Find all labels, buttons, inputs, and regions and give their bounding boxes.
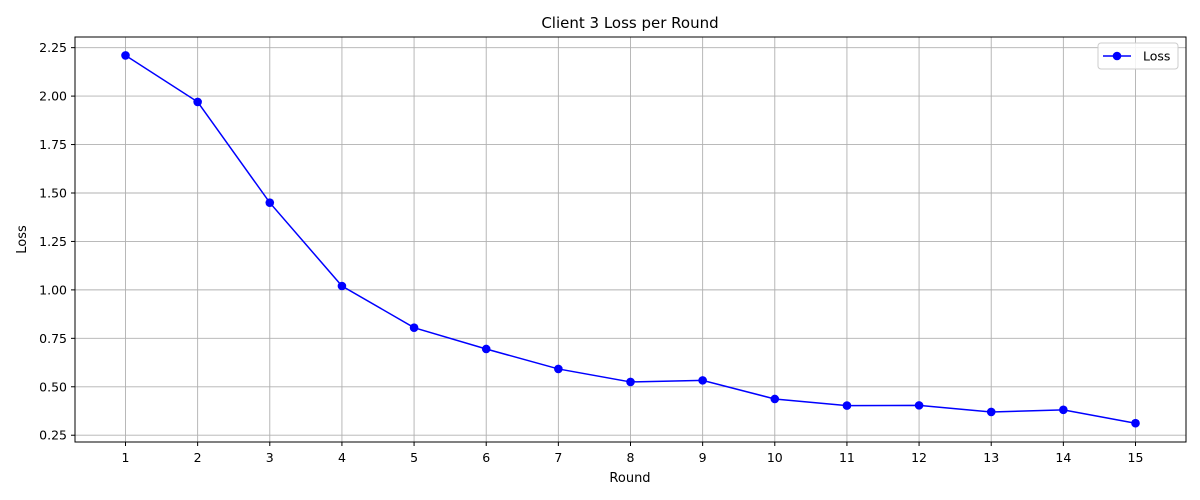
series-layer — [121, 51, 1140, 428]
x-axis-label: Round — [609, 471, 650, 486]
y-tick-label: 2.25 — [39, 40, 67, 55]
y-tick-label: 1.00 — [39, 282, 67, 297]
x-tick-label: 3 — [266, 450, 274, 465]
x-tick-label: 4 — [338, 450, 346, 465]
chart-title: Client 3 Loss per Round — [541, 14, 718, 32]
x-axis-ticks: 1 2 3 4 5 6 7 8 9 10 11 12 13 14 15 — [122, 442, 1144, 465]
data-point — [1059, 405, 1068, 415]
x-tick-label: 5 — [410, 450, 418, 465]
data-point — [770, 394, 780, 404]
x-tick-label: 6 — [482, 450, 490, 465]
y-axis-label: Loss — [15, 225, 30, 254]
y-tick-label: 0.25 — [39, 428, 67, 443]
data-point — [698, 376, 707, 385]
y-tick-label: 1.25 — [39, 234, 67, 249]
y-tick-label: 2.00 — [39, 89, 67, 104]
x-tick-label: 2 — [194, 450, 202, 465]
legend-box — [1097, 42, 1179, 70]
x-tick-label: 7 — [554, 450, 562, 465]
x-tick-label: 9 — [699, 450, 707, 465]
x-tick-label: 12 — [911, 450, 927, 465]
legend-marker-swatch — [1112, 51, 1122, 61]
y-axis-ticks: 0.25 0.50 0.75 1.00 1.25 1.50 1.75 2.00 2.25 — [39, 40, 75, 443]
y-tick-label: 1.50 — [39, 185, 67, 200]
y-tick-label: 0.50 — [39, 379, 67, 394]
x-tick-label: 13 — [983, 450, 999, 465]
data-point — [193, 97, 202, 107]
x-tick-label: 1 — [122, 450, 130, 465]
legend-label: Loss — [1143, 49, 1170, 64]
data-point — [842, 401, 852, 410]
x-tick-label: 10 — [767, 450, 783, 465]
x-tick-label: 14 — [1055, 450, 1071, 465]
x-tick-label: 15 — [1128, 450, 1144, 465]
plot-frame — [74, 36, 1187, 443]
data-point — [626, 377, 635, 387]
x-tick-label: 11 — [839, 450, 855, 465]
data-point — [914, 401, 924, 410]
x-tick-label: 8 — [627, 450, 635, 465]
data-point — [337, 281, 347, 291]
data-point — [121, 51, 130, 60]
data-point — [986, 407, 996, 417]
grid-lines — [75, 37, 1186, 442]
data-point — [265, 198, 275, 207]
legend: Loss — [1097, 42, 1179, 70]
data-point — [554, 364, 563, 374]
data-point — [409, 323, 419, 332]
y-tick-label: 0.75 — [39, 331, 67, 346]
y-tick-label: 1.75 — [39, 137, 67, 152]
data-point — [481, 344, 491, 354]
data-point — [1131, 418, 1140, 428]
